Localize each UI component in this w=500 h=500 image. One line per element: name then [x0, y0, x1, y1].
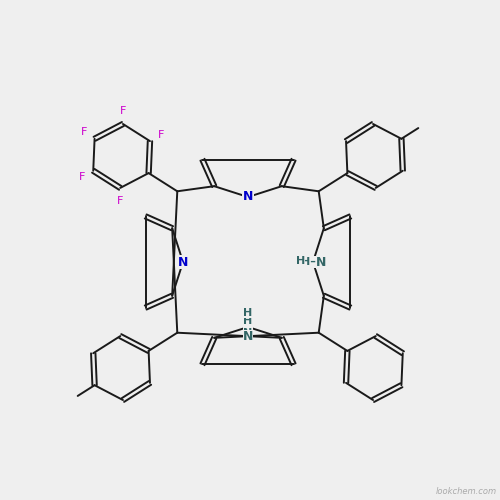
Text: H: H — [244, 308, 252, 318]
Text: N: N — [178, 256, 188, 268]
Text: H–N: H–N — [301, 257, 325, 267]
Text: H
N: H N — [244, 316, 252, 338]
Text: N: N — [316, 256, 326, 268]
Text: F: F — [116, 196, 123, 206]
Text: F: F — [120, 106, 126, 116]
Text: N: N — [243, 330, 253, 343]
Text: N: N — [178, 256, 188, 268]
Text: N: N — [243, 190, 253, 203]
Text: N: N — [243, 190, 253, 203]
Text: lookchem.com: lookchem.com — [436, 487, 497, 496]
Text: F: F — [158, 130, 164, 140]
Text: F: F — [80, 127, 87, 137]
Text: F: F — [78, 172, 85, 182]
Text: H: H — [296, 256, 305, 266]
